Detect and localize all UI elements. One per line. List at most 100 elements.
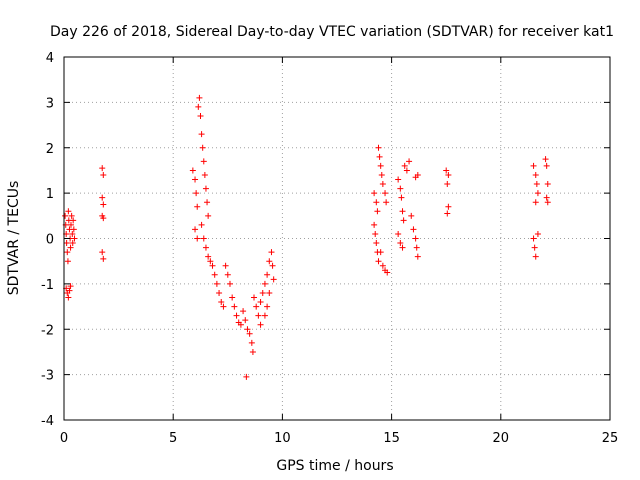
y-tick-labels: -4 -3 -2 -1 0 1 2 3 4 xyxy=(41,51,54,429)
data-point xyxy=(216,289,223,296)
data-points xyxy=(62,94,551,380)
data-point xyxy=(248,339,255,346)
data-point xyxy=(270,276,277,283)
data-point xyxy=(202,185,209,192)
y-axis-label: SDTVAR / TECUs xyxy=(6,181,22,296)
data-point xyxy=(259,289,266,296)
data-point xyxy=(413,244,420,251)
data-point xyxy=(410,226,417,233)
data-point xyxy=(401,162,408,169)
data-point xyxy=(534,230,541,237)
data-point xyxy=(378,171,385,178)
data-point xyxy=(374,208,381,215)
data-point xyxy=(100,201,107,208)
data-point xyxy=(66,287,73,294)
data-point xyxy=(205,253,212,260)
data-point xyxy=(200,158,207,165)
data-point xyxy=(532,199,539,206)
data-point xyxy=(373,199,380,206)
x-axis-label: GPS time / hours xyxy=(276,458,393,474)
data-point xyxy=(65,208,72,215)
data-point xyxy=(375,144,382,151)
data-point xyxy=(226,280,233,287)
data-point xyxy=(220,303,227,310)
data-point xyxy=(257,321,264,328)
data-point xyxy=(64,258,71,265)
data-point xyxy=(377,162,384,169)
data-point xyxy=(383,199,390,206)
data-point xyxy=(70,226,77,233)
data-point xyxy=(532,171,539,178)
data-point xyxy=(414,171,421,178)
data-point xyxy=(222,262,229,269)
data-point xyxy=(382,190,389,197)
data-point xyxy=(264,303,271,310)
data-point xyxy=(534,190,541,197)
data-point xyxy=(264,271,271,278)
data-point xyxy=(397,185,404,192)
data-point xyxy=(406,158,413,165)
data-point xyxy=(531,244,538,251)
data-point xyxy=(375,258,382,265)
y-tick-label: 1 xyxy=(46,187,54,202)
data-point xyxy=(266,289,273,296)
data-point xyxy=(371,221,378,228)
data-point xyxy=(99,249,106,256)
data-point xyxy=(372,230,379,237)
data-point xyxy=(268,249,275,256)
data-point xyxy=(205,212,212,219)
data-point xyxy=(192,226,199,233)
data-point xyxy=(261,312,268,319)
data-point xyxy=(192,176,199,183)
data-point xyxy=(70,217,77,224)
data-point xyxy=(399,208,406,215)
data-point xyxy=(242,317,249,324)
data-point xyxy=(444,181,451,188)
y-tick-label: 3 xyxy=(46,96,54,111)
data-point xyxy=(194,203,201,210)
data-point xyxy=(371,190,378,197)
data-point xyxy=(67,221,74,228)
data-point xyxy=(373,240,380,247)
data-point xyxy=(99,194,106,201)
y-tick-label: -1 xyxy=(41,278,54,293)
data-point xyxy=(445,171,452,178)
data-point xyxy=(544,199,551,206)
data-point xyxy=(198,221,205,228)
data-point xyxy=(376,153,383,160)
data-point xyxy=(204,199,211,206)
y-tick-label: -3 xyxy=(41,369,54,384)
data-point xyxy=(443,167,450,174)
data-point xyxy=(207,258,214,265)
data-point xyxy=(414,253,421,260)
data-point xyxy=(71,235,78,242)
data-point xyxy=(218,299,225,306)
data-point xyxy=(64,249,71,256)
data-point xyxy=(253,303,260,310)
data-point xyxy=(197,112,204,119)
data-point xyxy=(194,235,201,242)
data-point xyxy=(69,230,76,237)
y-tick-label: 0 xyxy=(46,233,54,248)
y-tick-label: -2 xyxy=(41,323,54,338)
x-tick-label: 10 xyxy=(274,431,291,446)
data-point xyxy=(379,262,386,269)
data-point xyxy=(395,176,402,183)
data-point xyxy=(412,235,419,242)
data-point xyxy=(100,215,107,222)
data-point xyxy=(100,171,107,178)
data-point xyxy=(398,194,405,201)
data-point xyxy=(213,280,220,287)
data-point xyxy=(544,181,551,188)
data-point xyxy=(68,212,75,219)
data-point xyxy=(211,271,218,278)
data-point xyxy=(200,235,207,242)
data-point xyxy=(543,194,550,201)
data-point xyxy=(399,244,406,251)
data-point xyxy=(69,240,76,247)
data-point xyxy=(67,244,74,251)
data-point xyxy=(379,181,386,188)
data-point xyxy=(255,312,262,319)
data-point xyxy=(198,131,205,138)
